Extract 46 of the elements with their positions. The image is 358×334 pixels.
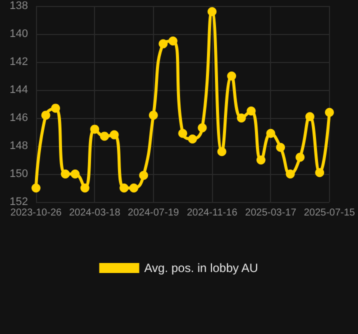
point	[198, 123, 207, 132]
y-tick-label: 148	[10, 140, 28, 152]
point	[286, 170, 295, 178]
point	[315, 168, 324, 178]
y-tick-label: 140	[10, 28, 28, 40]
point	[70, 170, 80, 178]
point	[148, 110, 158, 120]
point	[80, 184, 90, 192]
point	[217, 147, 226, 156]
point	[236, 114, 246, 122]
point	[32, 184, 40, 192]
legend-label: Avg. pos. in lobby AU	[144, 261, 258, 275]
x-tick-label: 2024-11-16	[186, 208, 238, 218]
y-tick-label: 152	[10, 196, 28, 208]
y-tick-label: 146	[10, 112, 28, 124]
point	[256, 156, 266, 164]
y-tick-label: 150	[10, 168, 28, 180]
point	[296, 152, 305, 162]
point	[168, 36, 178, 46]
point	[324, 108, 334, 117]
point	[246, 106, 256, 116]
y-tick-label: 142	[10, 56, 28, 68]
point	[188, 134, 197, 144]
x-tick-label: 2024-07-19	[128, 208, 180, 218]
point	[276, 142, 286, 152]
y-tick-label: 138	[10, 0, 28, 12]
x-tick-label: 2025-07-15	[304, 208, 356, 218]
point	[266, 128, 276, 138]
y-tick-label: 144	[10, 84, 28, 96]
point	[60, 170, 70, 178]
point	[178, 128, 188, 138]
point	[110, 130, 119, 140]
point	[227, 72, 236, 80]
point	[90, 124, 100, 134]
x-tick-label: 2023-10-26	[10, 208, 62, 218]
point	[41, 110, 50, 120]
point	[51, 104, 60, 113]
point	[120, 184, 129, 192]
x-tick-label: 2025-03-17	[245, 208, 297, 218]
point	[208, 7, 217, 16]
x-tick-label: 2024-03-18	[69, 208, 121, 218]
point	[129, 184, 138, 192]
point	[305, 112, 314, 122]
point	[100, 132, 109, 141]
point	[158, 39, 168, 48]
point	[139, 170, 148, 180]
